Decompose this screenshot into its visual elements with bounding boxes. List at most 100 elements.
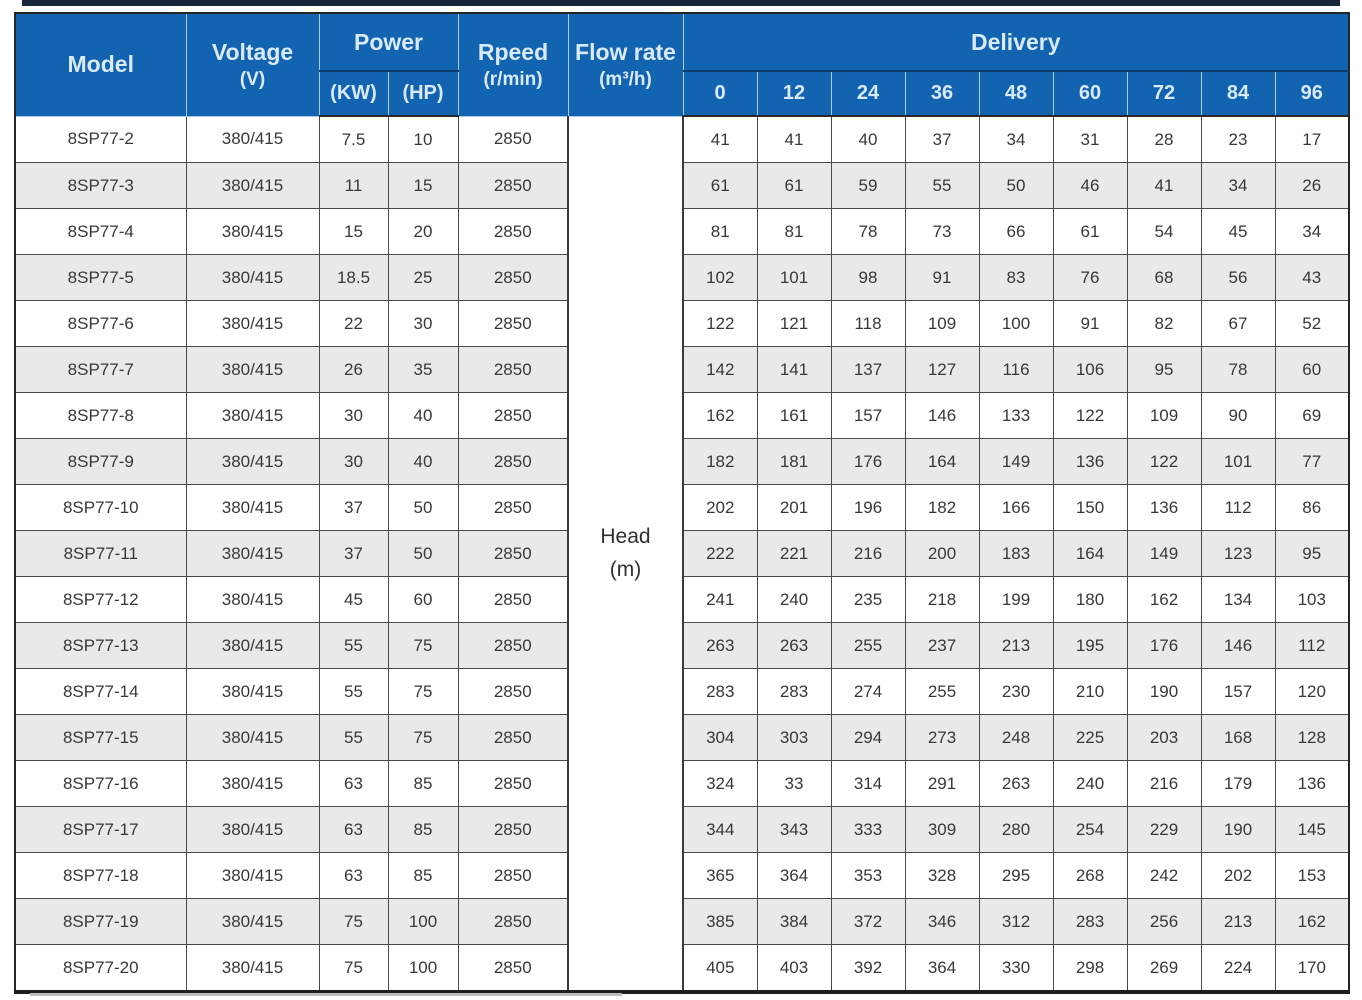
delivery-value-cell: 283 (1052, 898, 1128, 945)
model-cell: 8SP77-2 (14, 115, 187, 163)
speed-cell: 2850 (457, 760, 569, 807)
delivery-value-cell: 269 (1126, 944, 1202, 993)
model-cell: 8SP77-3 (14, 162, 187, 209)
delivery-value-cell: 41 (682, 115, 758, 163)
speed-cell: 2850 (457, 576, 569, 623)
delivery-value-cell: 263 (682, 622, 758, 669)
delivery-value-cell: 263 (978, 760, 1054, 807)
delivery-value-cell: 34 (1274, 208, 1350, 255)
voltage-cell: 380/415 (185, 806, 320, 853)
delivery-value-cell: 291 (904, 760, 980, 807)
delivery-value-cell: 153 (1274, 852, 1350, 899)
delivery-value-cell: 109 (1126, 392, 1202, 439)
table-row: 8SP77-11 380/415 37 50 2850 222 221 216 200 183 16… (14, 530, 1350, 577)
delivery-value-cell: 229 (1126, 806, 1202, 853)
delivery-value-cell: 102 (682, 254, 758, 301)
delivery-value-cell: 137 (830, 346, 906, 393)
power-kw-cell: 37 (318, 530, 389, 577)
delivery-value-cell: 146 (904, 392, 980, 439)
power-kw-cell: 22 (318, 300, 389, 347)
delivery-value-cell: 162 (682, 392, 758, 439)
delivery-value-cell: 136 (1126, 484, 1202, 531)
header-delivery-72: 72 (1126, 70, 1202, 117)
table-row: 8SP77-20 380/415 75 100 2850 405 403 392 364 330 2… (14, 944, 1350, 993)
delivery-value-cell: 222 (682, 530, 758, 577)
delivery-value-cell: 162 (1126, 576, 1202, 623)
delivery-value-cell: 242 (1126, 852, 1202, 899)
delivery-value-cell: 241 (682, 576, 758, 623)
header-model-label: Model (67, 51, 134, 78)
header-flow-rate-unit: (m³/h) (599, 68, 652, 90)
delivery-value-cell: 225 (1052, 714, 1128, 761)
delivery-value-cell: 23 (1200, 115, 1276, 163)
model-cell: 8SP77-16 (14, 760, 187, 807)
delivery-value-cell: 98 (830, 254, 906, 301)
model-cell: 8SP77-18 (14, 852, 187, 899)
power-kw-cell: 63 (318, 760, 389, 807)
delivery-value-cell: 294 (830, 714, 906, 761)
power-hp-cell: 75 (387, 668, 459, 715)
delivery-value-cell: 392 (830, 944, 906, 993)
delivery-value-cell: 385 (682, 898, 758, 945)
delivery-value-cell: 55 (904, 162, 980, 209)
delivery-value-cell: 283 (756, 668, 832, 715)
model-cell: 8SP77-10 (14, 484, 187, 531)
delivery-value-cell: 81 (682, 208, 758, 255)
voltage-cell: 380/415 (185, 714, 320, 761)
model-cell: 8SP77-12 (14, 576, 187, 623)
header-power-kw: (KW) (318, 70, 389, 117)
table-row: 8SP77-6 380/415 22 30 2850 122 121 118 109 100 91 8… (14, 300, 1350, 347)
table-header: Model Voltage (V) Power Rpeed (r/min) Fl… (14, 12, 1350, 117)
delivery-value-cell: 112 (1274, 622, 1350, 669)
power-kw-cell: 55 (318, 714, 389, 761)
header-speed: Rpeed (r/min) (457, 12, 569, 117)
header-delivery-0: 0 (682, 70, 758, 117)
power-kw-cell: 11 (318, 162, 389, 209)
delivery-value-cell: 210 (1052, 668, 1128, 715)
delivery-value-cell: 78 (830, 208, 906, 255)
delivery-value-cell: 203 (1126, 714, 1202, 761)
delivery-value-cell: 122 (682, 300, 758, 347)
delivery-value-cell: 176 (830, 438, 906, 485)
delivery-value-cell: 91 (904, 254, 980, 301)
delivery-value-cell: 122 (1126, 438, 1202, 485)
model-cell: 8SP77-4 (14, 208, 187, 255)
delivery-value-cell: 76 (1052, 254, 1128, 301)
voltage-cell: 380/415 (185, 300, 320, 347)
delivery-value-cell: 162 (1274, 898, 1350, 945)
delivery-value-cell: 330 (978, 944, 1054, 993)
delivery-value-cell: 200 (904, 530, 980, 577)
voltage-cell: 380/415 (185, 208, 320, 255)
model-cell: 8SP77-14 (14, 668, 187, 715)
speed-cell: 2850 (457, 392, 569, 439)
power-kw-cell: 30 (318, 392, 389, 439)
delivery-value-cell: 95 (1274, 530, 1350, 577)
delivery-value-cell: 61 (756, 162, 832, 209)
delivery-value-cell: 118 (830, 300, 906, 347)
delivery-value-cell: 28 (1126, 115, 1202, 163)
power-hp-cell: 15 (387, 162, 459, 209)
power-hp-cell: 75 (387, 622, 459, 669)
voltage-cell: 380/415 (185, 254, 320, 301)
table-row: 8SP77-8 380/415 30 40 2850 162 161 157 146 133 122… (14, 392, 1350, 439)
speed-cell: 2850 (457, 300, 569, 347)
delivery-value-cell: 82 (1126, 300, 1202, 347)
model-cell: 8SP77-19 (14, 898, 187, 945)
power-hp-cell: 85 (387, 852, 459, 899)
delivery-value-cell: 60 (1274, 346, 1350, 393)
table-row: 8SP77-14 380/415 55 75 2850 283 283 274 255 230 21… (14, 668, 1350, 715)
model-cell: 8SP77-20 (14, 944, 187, 993)
delivery-value-cell: 109 (904, 300, 980, 347)
delivery-value-cell: 26 (1274, 162, 1350, 209)
power-kw-cell: 55 (318, 622, 389, 669)
delivery-value-cell: 303 (756, 714, 832, 761)
model-cell: 8SP77-11 (14, 530, 187, 577)
delivery-value-cell: 312 (978, 898, 1054, 945)
delivery-value-cell: 122 (1052, 392, 1128, 439)
header-power-label: Power (353, 28, 424, 55)
model-cell: 8SP77-7 (14, 346, 187, 393)
voltage-cell: 380/415 (185, 346, 320, 393)
delivery-value-cell: 164 (1052, 530, 1128, 577)
table-row: 8SP77-4 380/415 15 20 2850 81 81 78 73 66 61 54 45 34 (14, 208, 1350, 255)
delivery-value-cell: 136 (1274, 760, 1350, 807)
